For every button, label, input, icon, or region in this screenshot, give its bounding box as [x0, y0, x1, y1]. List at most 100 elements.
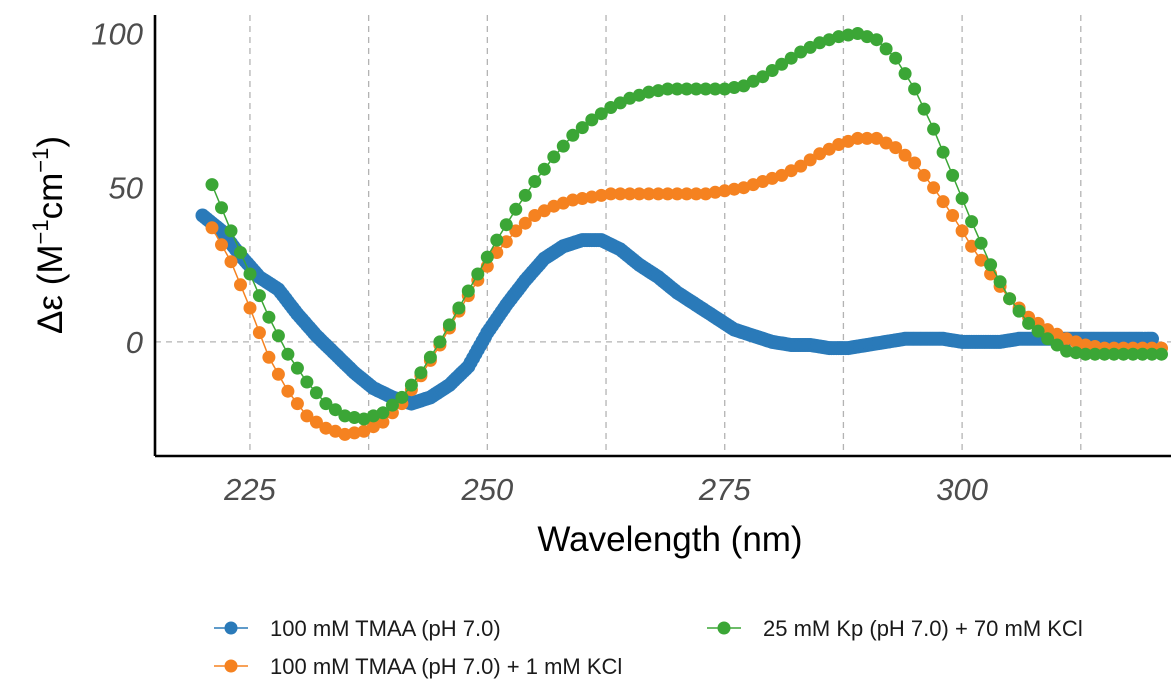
- data-point: [908, 156, 922, 170]
- data-point: [946, 168, 960, 182]
- data-point: [404, 378, 418, 392]
- data-point: [271, 329, 285, 343]
- data-point: [509, 224, 523, 238]
- data-point: [794, 159, 808, 173]
- data-point: [965, 215, 979, 229]
- data-point: [414, 366, 428, 380]
- data-point: [870, 33, 884, 47]
- data-point: [452, 301, 466, 315]
- data-point: [803, 153, 817, 167]
- data-point: [224, 224, 238, 238]
- data-point: [499, 218, 513, 232]
- x-tick-label: 250: [460, 472, 513, 507]
- data-point: [376, 415, 390, 429]
- data-point: [252, 326, 266, 340]
- data-point: [784, 51, 798, 65]
- data-point: [993, 275, 1007, 289]
- data-point: [1041, 332, 1055, 346]
- data-point: [1022, 316, 1036, 330]
- data-point: [670, 82, 684, 96]
- data-point: [1136, 347, 1149, 361]
- data-point: [604, 187, 618, 201]
- series-layer: [195, 27, 1168, 441]
- data-point: [262, 310, 276, 324]
- data-point: [927, 181, 941, 195]
- data-point: [889, 51, 903, 65]
- data-point: [395, 390, 409, 404]
- data-point: [319, 397, 333, 411]
- data-point: [765, 64, 779, 77]
- data-point: [300, 409, 314, 423]
- data-point: [927, 122, 941, 136]
- data-point: [1145, 347, 1159, 361]
- series-3: [205, 27, 1168, 426]
- data-point: [594, 107, 608, 121]
- data-point: [879, 42, 893, 56]
- x-tick-label: 300: [936, 472, 988, 507]
- data-point: [547, 150, 561, 164]
- data-point: [509, 202, 523, 216]
- data-point: [936, 195, 950, 209]
- data-point: [290, 397, 304, 411]
- data-point: [670, 187, 684, 201]
- data-point: [1050, 338, 1064, 352]
- data-point: [234, 278, 247, 292]
- axes: [153, 15, 1171, 458]
- series-line: [211, 137, 1162, 436]
- data-point: [613, 187, 627, 201]
- gridlines: [155, 15, 1171, 456]
- data-point: [309, 415, 323, 429]
- y-axis-title-cm: cm: [31, 173, 70, 220]
- y-tick-label: 50: [109, 171, 143, 206]
- data-point: [699, 82, 713, 96]
- y-axis-title-exp1: −1: [28, 219, 53, 244]
- data-point: [1155, 347, 1168, 361]
- x-tick-label: 275: [698, 472, 751, 507]
- data-point: [556, 139, 570, 153]
- data-point: [689, 82, 703, 96]
- data-point: [1088, 347, 1102, 361]
- data-point: [490, 233, 504, 247]
- data-point: [1079, 347, 1092, 361]
- data-point: [908, 82, 922, 96]
- data-point: [585, 113, 599, 127]
- x-tick-label: 225: [223, 472, 276, 507]
- data-point: [642, 187, 656, 201]
- data-point: [566, 128, 580, 142]
- data-point: [376, 406, 390, 420]
- legend-label: 100 mM TMAA (pH 7.0) + 1 mM KCl: [270, 654, 622, 679]
- data-point: [689, 187, 703, 201]
- legend-label: 100 mM TMAA (pH 7.0): [270, 616, 501, 641]
- data-point: [1145, 331, 1159, 346]
- legend-key-marker: [224, 659, 238, 673]
- data-point: [917, 102, 931, 116]
- data-point: [537, 162, 551, 176]
- legend-key-marker: [224, 621, 238, 635]
- data-point: [1031, 324, 1045, 338]
- data-point: [775, 57, 789, 71]
- data-point: [936, 145, 950, 159]
- series-line: [202, 214, 1152, 405]
- data-point: [480, 250, 494, 264]
- data-point: [281, 347, 295, 361]
- x-axis-title: Wavelength (nm): [537, 520, 802, 559]
- y-axis-title-exp2: −1: [28, 148, 53, 173]
- data-point: [1126, 347, 1140, 361]
- data-point: [680, 187, 694, 201]
- legend-key-marker: [717, 621, 731, 635]
- data-point: [860, 131, 874, 145]
- data-point: [461, 284, 475, 298]
- data-point: [955, 224, 969, 238]
- tick-labels: 225 250 275 300 0 50 100: [91, 17, 988, 507]
- data-point: [974, 236, 988, 250]
- y-axis-title-close: ): [31, 136, 70, 148]
- data-point: [252, 289, 266, 303]
- data-point: [234, 246, 247, 259]
- data-point: [623, 187, 637, 201]
- data-point: [1003, 292, 1017, 306]
- data-point: [984, 258, 998, 272]
- data-point: [1107, 347, 1121, 361]
- y-axis-title: Δε (M−1cm−1): [28, 136, 70, 334]
- legend-item: 25 mM Kp (pH 7.0) + 70 mM KCl: [707, 616, 1083, 641]
